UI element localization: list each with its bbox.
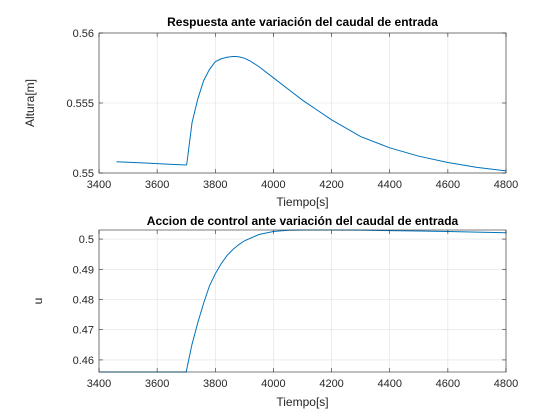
x-tick-label: 4800 — [494, 378, 518, 390]
x-axis-label: Tiempo[s] — [276, 395, 328, 409]
x-tick-label: 3400 — [87, 378, 111, 390]
x-tick-label: 3600 — [145, 179, 169, 191]
x-tick-label: 4600 — [436, 179, 460, 191]
plot-accion-control: 3400 3600 3800 4000 4200 4400 4600 4800 0.46 0.47… — [31, 214, 518, 409]
y-tick-label: 0.49 — [73, 264, 94, 276]
x-tick-label: 4800 — [494, 179, 518, 191]
y-tick-label: 0.47 — [73, 325, 94, 337]
series-line — [99, 229, 507, 373]
y-axis-label: u — [31, 298, 45, 305]
y-tick-label: 0.555 — [66, 98, 94, 110]
y-tick-label: 0.48 — [73, 294, 94, 306]
y-tick-label: 0.5 — [79, 234, 94, 246]
plot-area — [99, 230, 506, 372]
y-tick-label: 0.46 — [73, 355, 94, 367]
chart-title: Accion de control ante variación del cau… — [147, 214, 459, 228]
series-line — [116, 56, 507, 172]
x-tick-label: 4000 — [261, 378, 285, 390]
x-tick-label: 4600 — [436, 378, 460, 390]
x-tick-label: 4200 — [319, 378, 343, 390]
plot-altura: 3400 3600 3800 4000 4200 4400 4600 4800 0.55 0.55… — [23, 15, 518, 209]
x-tick-label: 4400 — [377, 378, 401, 390]
x-tick-label: 3400 — [87, 179, 111, 191]
y-tick-label: 0.55 — [73, 168, 94, 180]
x-tick-label: 3800 — [203, 179, 227, 191]
x-axis-label: Tiempo[s] — [276, 195, 328, 209]
x-tick-label: 3800 — [203, 378, 227, 390]
y-tick-label: 0.56 — [73, 28, 94, 40]
x-tick-label: 4200 — [319, 179, 343, 191]
y-axis-label: Altura[m] — [23, 79, 37, 127]
x-tick-label: 4000 — [261, 179, 285, 191]
axes-frame — [98, 229, 507, 373]
chart-title: Respuesta ante variación del caudal de e… — [167, 15, 438, 29]
x-tick-label: 4400 — [377, 179, 401, 191]
x-tick-label: 3600 — [145, 378, 169, 390]
